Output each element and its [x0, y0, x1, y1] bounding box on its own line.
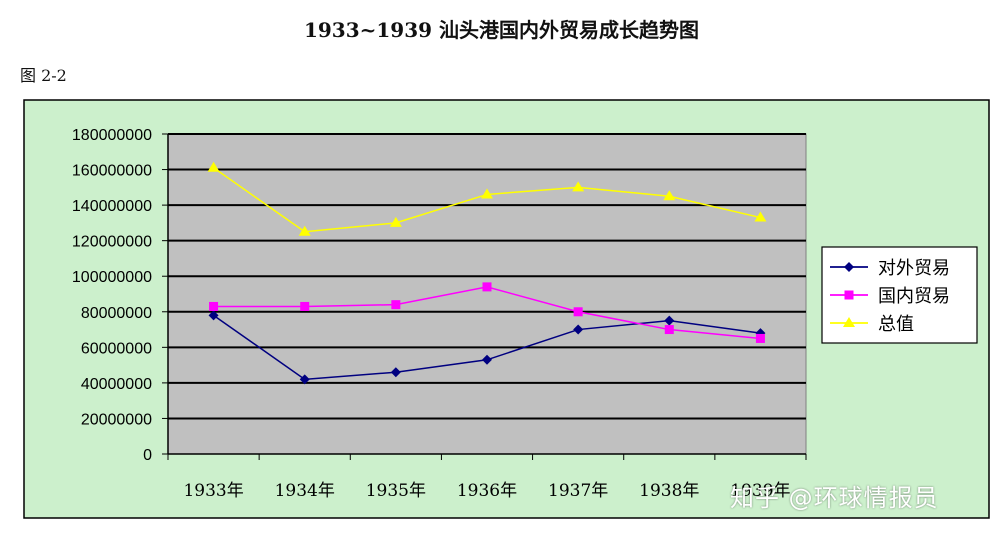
x-tick-label: 1933年	[183, 481, 243, 501]
data-point	[664, 325, 674, 335]
data-point	[208, 310, 219, 321]
axes	[167, 134, 806, 455]
data-point	[482, 354, 492, 365]
data-point	[481, 188, 493, 199]
series	[208, 310, 766, 385]
data-point	[298, 225, 311, 236]
series	[207, 161, 767, 236]
data-point	[844, 290, 854, 300]
y-axis-ticks: 0 20000000 40000000 60000000 80000000 1000000…	[72, 127, 168, 464]
series	[209, 282, 765, 343]
y-tick-label: 80000000	[81, 305, 152, 322]
data-point	[573, 307, 583, 317]
y-tick-label: 160000000	[72, 163, 152, 180]
data-point	[573, 324, 584, 335]
data-point	[207, 161, 220, 172]
chart-title: 1933~1939 汕头港国内外贸易成长趋势图	[303, 18, 700, 42]
legend-label: 总值	[878, 314, 914, 335]
series-group	[207, 161, 767, 385]
data-point	[482, 282, 492, 292]
data-point	[572, 181, 585, 192]
plot-area	[167, 133, 807, 455]
y-tick-label: 60000000	[81, 340, 152, 357]
x-tick-label: 1936年	[457, 481, 517, 501]
data-point	[664, 315, 675, 326]
legend-label: 对外贸易	[878, 258, 950, 279]
legend-item: 国内贸易	[830, 286, 950, 307]
y-tick-label: 0	[143, 447, 152, 464]
data-point	[755, 333, 765, 343]
y-tick-label: 180000000	[72, 127, 152, 144]
data-point	[299, 374, 310, 385]
x-tick-label: 1939年	[730, 481, 790, 501]
y-tick-label: 40000000	[81, 376, 152, 393]
data-point	[663, 190, 676, 201]
legend-item: 对外贸易	[830, 258, 950, 279]
data-point	[754, 211, 767, 222]
x-axis-ticks: 1933年 1934年 1935年 1936年 1937年 1938年 1939年	[167, 454, 807, 501]
y-tick-label: 20000000	[81, 411, 152, 428]
legend-item: 总值	[830, 314, 914, 335]
data-point	[389, 216, 402, 227]
gridlines	[168, 133, 806, 420]
x-tick-label: 1935年	[366, 481, 426, 501]
data-point	[209, 301, 219, 311]
data-point	[390, 367, 401, 378]
x-tick-label: 1938年	[639, 481, 699, 501]
y-tick-label: 100000000	[72, 269, 152, 286]
x-tick-label: 1934年	[275, 481, 335, 501]
data-point	[844, 262, 854, 272]
y-tick-label: 120000000	[72, 234, 152, 251]
data-point	[843, 317, 855, 327]
data-point	[300, 301, 310, 311]
y-tick-label: 140000000	[72, 198, 152, 215]
watermark: 知乎 @环球情报员	[730, 484, 939, 512]
legend-label: 国内贸易	[878, 286, 950, 307]
data-point	[391, 300, 401, 310]
x-tick-label: 1937年	[548, 481, 608, 501]
figure-label: 图 2-2	[20, 66, 67, 85]
